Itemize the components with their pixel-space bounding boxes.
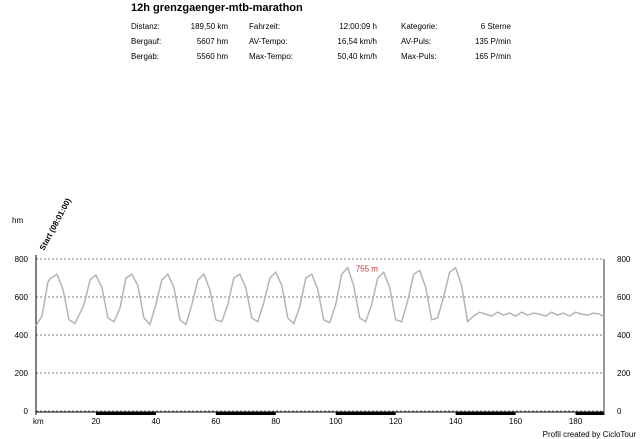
stat-avtempo-value: 16,54 km/h [337, 37, 377, 46]
x-tick-label: 160 [509, 417, 523, 426]
stat-avtempo-label: AV-Tempo: [249, 37, 288, 46]
y-tick-label-left: 0 [24, 407, 29, 416]
y-tick-labels: 0 0 200 200 400 400 600 600 800 800 [15, 255, 631, 416]
x-tick-label: 120 [389, 417, 403, 426]
x-tick-label: 180 [569, 417, 583, 426]
start-label: Start (08:01:00) [38, 196, 73, 252]
stat-distanz-label: Distanz: [131, 22, 160, 31]
y-tick-label-left: 400 [15, 331, 29, 340]
stat-avpuls-label: AV-Puls: [401, 37, 432, 46]
x-scale-bar-segment [335, 412, 396, 415]
x-axis: 20 40 60 80 100 120 140 160 180 [35, 255, 605, 426]
x-scale-bar-segment [215, 412, 276, 415]
stat-bergauf-value: 5607 hm [196, 37, 228, 46]
stat-maxpuls-label: Max-Puls: [401, 52, 437, 61]
profile-credit: Profil created by CicloTour [543, 430, 637, 439]
x-scale-bar-segment [95, 412, 156, 415]
stat-maxpuls-value: 165 P/min [474, 52, 511, 61]
x-tick-label: 40 [151, 417, 160, 426]
x-axis-unit: km [33, 417, 44, 426]
stat-kategorie-label: Kategorie: [401, 22, 438, 31]
stat-maxtempo-value: 50,40 km/h [337, 52, 377, 61]
x-tick-label: 60 [211, 417, 220, 426]
stat-fahrzeit-value: 12:00:09 h [339, 22, 377, 31]
x-scale-bar-segment [455, 412, 516, 415]
stat-bergauf-label: Bergauf: [131, 37, 162, 46]
y-tick-label-right: 200 [617, 369, 631, 378]
y-tick-label-left: 600 [15, 293, 29, 302]
stat-avpuls-value: 135 P/min [474, 37, 511, 46]
y-axis-title: hm [12, 216, 23, 225]
page-title: 12h grenzgaenger-mtb-marathon [131, 2, 303, 14]
y-tick-label-right: 400 [617, 331, 631, 340]
x-tick-label: 140 [449, 417, 463, 426]
stat-fahrzeit-label: Fahrzeit: [249, 22, 281, 31]
max-elevation-label: 755 m [356, 265, 379, 274]
y-tick-label-right: 800 [617, 255, 631, 264]
stat-kategorie-value: 6 Sterne [480, 22, 511, 31]
y-tick-label-left: 800 [15, 255, 29, 264]
y-tick-label-right: 600 [617, 293, 631, 302]
stat-bergab-value: 5560 hm [196, 52, 228, 61]
x-tick-label: 80 [271, 417, 280, 426]
grid-lines [36, 258, 604, 412]
x-scale-bar-segment [575, 412, 604, 415]
y-tick-label-left: 200 [15, 369, 29, 378]
x-tick-label: 20 [91, 417, 100, 426]
y-tick-label-right: 0 [617, 407, 622, 416]
stat-bergab-label: Bergab: [131, 52, 160, 61]
x-tick-label: 100 [329, 417, 343, 426]
stat-distanz-value: 189,50 km [190, 22, 228, 31]
elevation-line [35, 266, 605, 327]
stat-maxtempo-label: Max-Tempo: [249, 52, 294, 61]
